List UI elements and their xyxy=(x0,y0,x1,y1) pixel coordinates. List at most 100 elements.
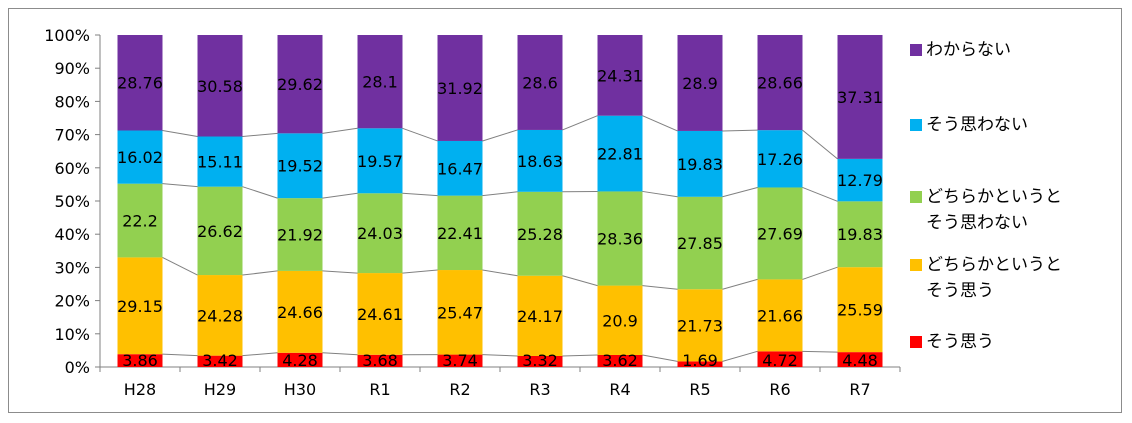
series-connector-line xyxy=(162,353,198,357)
bar-segment xyxy=(837,201,883,268)
bar-segment xyxy=(517,275,563,356)
data-label: 1.69 xyxy=(682,351,718,370)
x-tick-label: R4 xyxy=(609,380,630,399)
x-tick-label: H29 xyxy=(204,380,236,399)
series-connector-line xyxy=(162,183,198,188)
data-label: 18.63 xyxy=(517,152,563,171)
series-connector-line xyxy=(722,278,758,290)
data-label: 28.76 xyxy=(117,74,163,93)
bar-segment xyxy=(277,133,323,199)
data-label: 27.85 xyxy=(677,234,723,253)
series-connector-line xyxy=(162,129,198,138)
data-label: 16.02 xyxy=(117,148,163,167)
x-tick-label: R3 xyxy=(529,380,550,399)
x-tick-label: R7 xyxy=(849,380,870,399)
y-tick-label: 40% xyxy=(54,225,90,244)
bar-segment xyxy=(117,183,163,258)
y-tick-label: 90% xyxy=(54,59,90,78)
y-tick-label: 80% xyxy=(54,92,90,111)
series-connector-line xyxy=(642,354,678,362)
legend-label: どちらかというと xyxy=(926,187,1062,207)
data-label: 17.26 xyxy=(757,150,803,169)
data-label: 28.36 xyxy=(597,230,643,249)
y-tick-label: 50% xyxy=(54,192,90,211)
series-connector-line xyxy=(722,186,758,198)
x-tick-label: H30 xyxy=(284,380,316,399)
bar-segment xyxy=(837,267,883,353)
bar-segment xyxy=(357,354,403,367)
series-connector-line xyxy=(562,115,598,131)
data-label: 3.86 xyxy=(122,351,158,370)
data-label: 3.68 xyxy=(362,351,398,370)
data-label: 28.9 xyxy=(682,74,718,93)
bar-segment xyxy=(197,275,243,356)
legend-swatch xyxy=(910,259,922,271)
data-label: 31.92 xyxy=(437,79,483,98)
bar-segment xyxy=(677,196,723,290)
bar-segment xyxy=(277,198,323,271)
data-label: 19.57 xyxy=(357,152,403,171)
bar-segment xyxy=(757,130,803,188)
legend-swatch xyxy=(910,119,922,131)
bar-segment xyxy=(197,35,243,137)
data-label: 27.69 xyxy=(757,224,803,243)
bar-segment xyxy=(757,187,803,280)
x-tick-label: R1 xyxy=(369,380,390,399)
series-connector-line xyxy=(802,129,838,160)
series-connector-line xyxy=(562,354,598,357)
data-label: 29.15 xyxy=(117,297,163,316)
data-label: 25.28 xyxy=(517,225,563,244)
bar-segment xyxy=(837,352,883,367)
bar-segment xyxy=(117,35,163,131)
data-label: 19.83 xyxy=(677,155,723,174)
bar-segment xyxy=(117,130,163,184)
data-label: 24.61 xyxy=(357,305,403,324)
x-tick-label: R6 xyxy=(769,380,790,399)
y-tick-label: 10% xyxy=(54,325,90,344)
series-connector-line xyxy=(242,132,278,138)
data-label: 16.47 xyxy=(437,159,483,178)
data-label: 21.92 xyxy=(277,226,323,245)
data-label: 20.9 xyxy=(602,311,638,330)
bar-segment xyxy=(757,351,803,367)
bar-segment xyxy=(597,191,643,286)
data-label: 25.59 xyxy=(837,301,883,320)
series-connector-line xyxy=(802,350,838,353)
bar-segment xyxy=(597,354,643,367)
bar-segment xyxy=(517,35,563,130)
series-connector-line xyxy=(722,350,758,362)
data-label: 21.73 xyxy=(677,316,723,335)
series-connector-line xyxy=(562,275,598,287)
legend-label: そう思う xyxy=(926,332,994,352)
data-label: 24.66 xyxy=(277,303,323,322)
data-label: 22.41 xyxy=(437,224,483,243)
bar-segment xyxy=(517,129,563,192)
series-connector-line xyxy=(322,127,358,134)
y-tick-label: 100% xyxy=(44,26,90,45)
legend-label: どちらかというと xyxy=(926,255,1062,275)
bar-segment xyxy=(357,35,403,129)
bar-segment xyxy=(677,35,723,131)
bar-segment xyxy=(837,158,883,202)
legend-label: そう思わない xyxy=(926,115,1028,135)
bar-segment xyxy=(677,361,723,367)
y-tick-label: 70% xyxy=(54,126,90,145)
bar-segment xyxy=(517,355,563,367)
bar-segment xyxy=(757,279,803,352)
bar-segment xyxy=(597,35,643,116)
bar-segment xyxy=(437,35,483,141)
data-label: 37.31 xyxy=(837,88,883,107)
bar-segment xyxy=(357,193,403,274)
data-label: 3.74 xyxy=(442,351,478,370)
series-connector-line xyxy=(402,127,438,142)
bar-segment xyxy=(117,354,163,367)
y-tick-label: 20% xyxy=(54,292,90,311)
data-label: 4.48 xyxy=(842,351,878,370)
bar-segment xyxy=(757,35,803,131)
data-label: 4.28 xyxy=(282,351,318,370)
legend-label: そう思わない xyxy=(926,213,1028,233)
data-label: 26.62 xyxy=(197,222,243,241)
bar-segment xyxy=(437,195,483,271)
data-label: 19.83 xyxy=(837,225,883,244)
